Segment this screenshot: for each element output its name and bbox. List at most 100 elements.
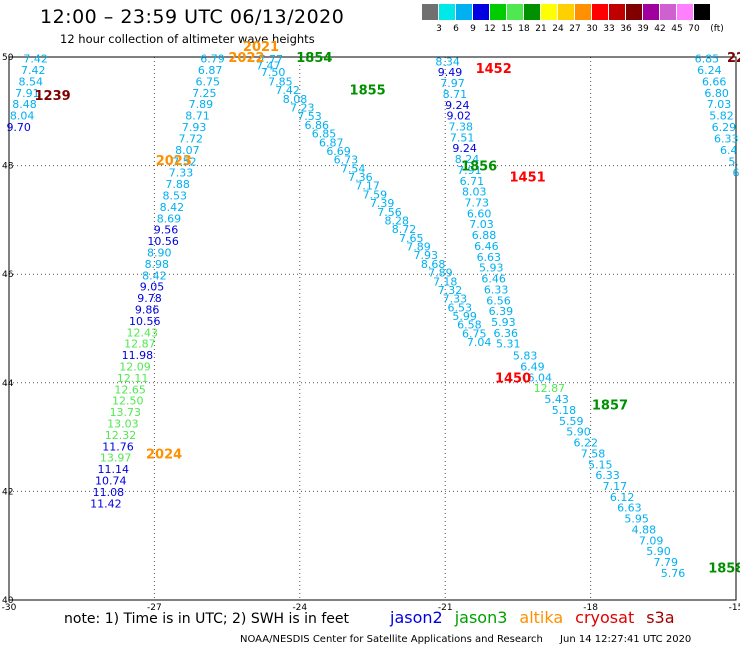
y-tick-label: 42 — [2, 487, 13, 497]
wave-height-value: 6.73 — [334, 154, 359, 167]
page-subtitle: 12 hour collection of altimeter wave hei… — [60, 32, 315, 46]
scale-swatch — [541, 4, 557, 20]
wave-height-value: 9.70 — [6, 121, 31, 134]
wave-height-value: 6.46 — [474, 240, 499, 253]
wave-height-value: 6.87 — [198, 64, 223, 77]
wave-height-value: 10.56 — [129, 315, 161, 328]
wave-height-value: 11.08 — [93, 486, 125, 499]
y-tick-label: 44 — [2, 379, 14, 389]
wave-height-value: 5.31 — [496, 338, 521, 351]
pass-time-label: 2023 — [156, 154, 192, 169]
wave-height-value: 6.87 — [319, 136, 344, 149]
scale-swatch — [694, 4, 710, 20]
wave-height-value: 6 — [733, 167, 740, 180]
footer-credit: NOAA/NESDIS Center for Satellite Applica… — [240, 634, 543, 645]
wave-height-value: 6.04 — [527, 371, 552, 384]
wave-height-value: 8.48 — [12, 98, 37, 111]
wave-height-value: 6.58 — [457, 319, 482, 332]
pass-time-label: 2022 — [228, 51, 264, 66]
wave-height-value: 8.04 — [10, 110, 35, 123]
wave-height-value: 6.85 — [695, 53, 720, 66]
wave-height-value: 6.63 — [617, 502, 642, 515]
x-tick-label: -15 — [729, 603, 740, 613]
pass-time-label: 1858 — [708, 561, 740, 576]
wave-height-value: 6.4 — [720, 144, 738, 157]
wave-height-value: 8.54 — [19, 75, 44, 88]
pass-time-label: 2021 — [243, 40, 279, 55]
wave-height-value: 5.43 — [544, 393, 569, 406]
scale-swatch — [592, 4, 608, 20]
scale-label: 30 — [586, 24, 598, 34]
wave-height-value: 6.46 — [481, 273, 506, 286]
wave-height-value: 4.88 — [632, 523, 657, 536]
wave-height-value: 9.49 — [438, 66, 463, 79]
scale-swatch — [490, 4, 506, 20]
scale-swatch — [456, 4, 472, 20]
wave-height-value: 10.56 — [147, 235, 179, 248]
wave-height-value: 7.73 — [464, 197, 489, 210]
scale-label: 15 — [501, 24, 513, 34]
wave-height-value: 7.65 — [399, 232, 424, 245]
wave-height-value: 7.58 — [581, 447, 606, 460]
pass-time-label: 1452 — [476, 62, 512, 77]
pass-time-label: 22 — [727, 51, 740, 66]
wave-height-value: 8.90 — [147, 246, 172, 259]
scale-swatch — [524, 4, 540, 20]
y-tick-label: 46 — [2, 270, 14, 280]
wave-height-value: 5.76 — [661, 567, 686, 580]
wave-height-value: 7.36 — [348, 171, 373, 184]
wave-height-value: 9.56 — [154, 224, 179, 237]
scale-swatch — [473, 4, 489, 20]
scale-swatch — [626, 4, 642, 20]
wave-height-value: 12.87 — [534, 382, 566, 395]
pass-time-label: 1856 — [461, 160, 497, 175]
wave-height-value: 13.03 — [107, 418, 139, 431]
wave-height-value: 12.09 — [119, 361, 151, 374]
wave-height-value: 12.65 — [114, 383, 146, 396]
wave-height-value: 10.74 — [95, 475, 127, 488]
pass-time-label: 2024 — [146, 447, 182, 462]
wave-height-value: 5. — [728, 155, 739, 168]
wave-height-value: 7.32 — [438, 284, 463, 297]
wave-height-value: 7.89 — [406, 241, 431, 254]
wave-height-value: 8.08 — [283, 93, 308, 106]
pass-time-label: 1239 — [35, 89, 71, 104]
wave-height-value: 9.05 — [140, 281, 165, 294]
wave-height-value: 9.86 — [135, 303, 160, 316]
wave-height-value: 6.66 — [702, 75, 727, 88]
wave-height-value: 7.23 — [290, 101, 315, 114]
wave-height-value: 6.85 — [312, 128, 337, 141]
wave-height-value: 8.98 — [145, 258, 170, 271]
y-tick-label: 48 — [2, 162, 14, 172]
wave-height-value: 7.85 — [268, 75, 293, 88]
wave-height-value: 7.42 — [275, 84, 300, 97]
wave-height-value: 7.04 — [467, 336, 492, 349]
plot-frame — [8, 56, 737, 601]
wave-height-value: 5.83 — [513, 350, 538, 363]
page-title: 12:00 – 23:59 UTC 06/13/2020 — [40, 6, 345, 28]
wave-height-value: 8.71 — [185, 110, 210, 123]
wave-height-value: 7.54 — [341, 162, 366, 175]
wave-height-value: 6.79 — [200, 53, 225, 66]
wave-height-value: 7.93 — [414, 249, 439, 262]
wave-height-value: 7.77 — [258, 53, 283, 66]
scale-swatch — [677, 4, 693, 20]
x-tick-label: -21 — [438, 603, 453, 613]
scale-label: 9 — [470, 24, 476, 34]
wave-height-value: 6.33 — [484, 283, 509, 296]
footer: NOAA/NESDIS Center for Satellite Applica… — [240, 634, 691, 645]
x-tick-label: -27 — [147, 603, 162, 613]
wave-height-value: 8.71 — [443, 88, 468, 101]
wave-height-value: 5.90 — [566, 426, 591, 439]
legend-jason3: jason3 — [454, 608, 508, 627]
scale-swatch — [422, 4, 438, 20]
wave-height-value: 5.90 — [646, 545, 671, 558]
wave-height-value: 6.63 — [477, 251, 502, 264]
wave-height-value: 6.80 — [704, 87, 729, 100]
wave-height-value: 6.75 — [195, 75, 220, 88]
wave-height-value: 7.89 — [189, 98, 214, 111]
scale-swatch — [660, 4, 676, 20]
wave-height-value: 7.39 — [370, 197, 395, 210]
wave-height-value: 5.82 — [709, 110, 734, 123]
